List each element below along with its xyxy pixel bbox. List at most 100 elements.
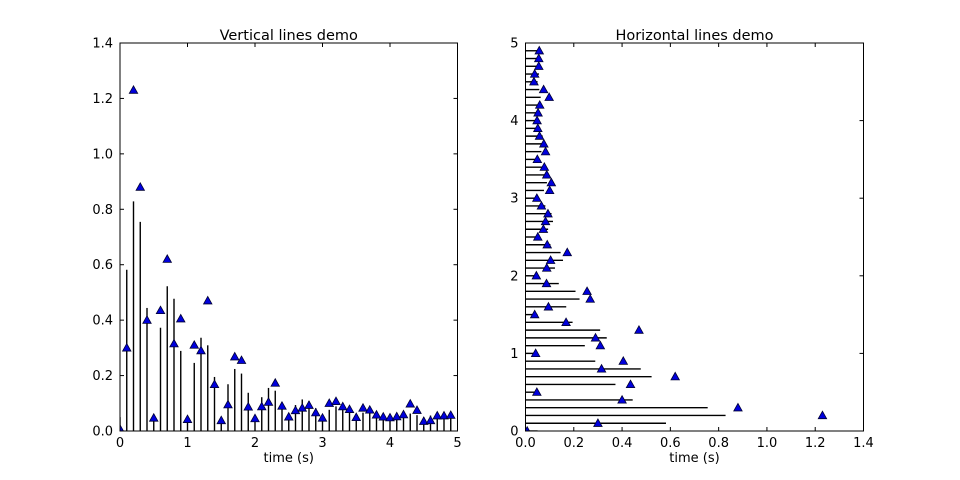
data-marker bbox=[439, 410, 449, 420]
x-tick-label: 1.2 bbox=[805, 436, 826, 451]
data-marker bbox=[534, 99, 545, 109]
x-tick-label: 1.4 bbox=[853, 436, 874, 451]
data-marker bbox=[209, 379, 220, 389]
data-marker bbox=[541, 262, 552, 272]
plot-area bbox=[119, 84, 456, 432]
x-tick-label: 0 bbox=[116, 436, 124, 451]
data-marker bbox=[593, 418, 603, 427]
data-marker bbox=[250, 413, 260, 423]
data-marker bbox=[175, 313, 186, 323]
data-marker bbox=[538, 138, 549, 148]
data-marker bbox=[351, 412, 362, 422]
plot-area bbox=[525, 45, 828, 432]
data-marker bbox=[398, 409, 409, 419]
data-marker bbox=[545, 255, 556, 264]
y-tick-label: 1.2 bbox=[92, 92, 113, 107]
data-marker bbox=[530, 348, 541, 358]
data-marker bbox=[229, 351, 240, 361]
data-marker bbox=[270, 377, 281, 387]
y-tick-label: 1.4 bbox=[92, 37, 113, 52]
data-marker bbox=[585, 293, 596, 303]
data-marker bbox=[189, 339, 200, 349]
y-tick-label: 3 bbox=[510, 192, 518, 207]
data-marker bbox=[561, 317, 571, 326]
data-marker bbox=[142, 315, 152, 324]
data-marker bbox=[236, 355, 247, 364]
left-plot: 0 1 2 3 4 5 0.0 0.2 0.4 0.6 0.8 1.0 1.2 1.4 bbox=[92, 37, 461, 452]
data-marker bbox=[670, 371, 681, 381]
data-marker bbox=[119, 423, 125, 432]
data-marker bbox=[290, 405, 301, 415]
data-marker bbox=[544, 92, 555, 101]
data-marker bbox=[344, 404, 355, 413]
data-marker bbox=[196, 345, 206, 355]
x-tick-label: 1.0 bbox=[757, 436, 778, 451]
y-tick-label: 2 bbox=[510, 269, 518, 284]
data-marker bbox=[542, 239, 553, 249]
x-tick-label: 1 bbox=[183, 436, 191, 451]
x-tick-label: 0.0 bbox=[515, 436, 536, 451]
y-tick-label: 4 bbox=[510, 114, 518, 129]
data-marker bbox=[358, 402, 368, 412]
data-marker bbox=[533, 53, 544, 63]
x-tick-label: 3 bbox=[318, 436, 326, 451]
data-marker bbox=[263, 397, 274, 406]
right-plot-title: Horizontal lines demo bbox=[615, 28, 773, 44]
data-marker bbox=[155, 305, 166, 315]
data-marker bbox=[378, 411, 389, 421]
data-marker bbox=[540, 216, 551, 226]
data-marker bbox=[364, 404, 375, 414]
x-tick-label: 0.6 bbox=[660, 436, 681, 451]
data-marker bbox=[531, 193, 542, 202]
x-tick-label: 0.8 bbox=[708, 436, 729, 451]
data-marker bbox=[532, 115, 542, 125]
data-marker bbox=[817, 410, 828, 420]
x-tick-label: 0.2 bbox=[563, 436, 584, 451]
data-marker bbox=[539, 162, 550, 171]
y-tick-label: 0.4 bbox=[92, 314, 113, 329]
data-marker bbox=[405, 398, 416, 408]
y-tick-label: 1 bbox=[510, 347, 518, 362]
data-marker bbox=[385, 412, 395, 422]
data-marker bbox=[533, 61, 544, 70]
data-marker bbox=[243, 401, 254, 411]
data-marker bbox=[216, 415, 227, 425]
data-marker bbox=[534, 131, 545, 140]
left-plot-title: Vertical lines demo bbox=[220, 28, 358, 44]
y-tick-label: 0.8 bbox=[92, 203, 113, 218]
data-marker bbox=[541, 169, 552, 179]
data-marker bbox=[324, 398, 335, 407]
data-marker bbox=[418, 416, 429, 425]
data-marker bbox=[595, 340, 606, 350]
y-tick-label: 0 bbox=[510, 425, 518, 440]
data-marker bbox=[617, 394, 627, 404]
data-marker bbox=[544, 185, 555, 195]
data-marker bbox=[304, 400, 314, 409]
data-marker bbox=[277, 400, 287, 410]
right-plot-xlabel: time (s) bbox=[669, 451, 719, 466]
data-marker bbox=[534, 45, 545, 55]
right-plot: 0.0 0.2 0.4 0.6 0.8 1.0 1.2 1.4 0 1 2 3 4 5 bbox=[510, 37, 874, 452]
left-plot-xlabel: time (s) bbox=[264, 451, 314, 466]
data-marker bbox=[582, 286, 592, 295]
data-marker bbox=[543, 301, 554, 311]
data-marker bbox=[128, 84, 139, 94]
data-marker bbox=[412, 405, 422, 414]
data-marker bbox=[310, 407, 321, 417]
data-marker bbox=[541, 278, 552, 288]
data-marker bbox=[532, 123, 543, 132]
data-marker bbox=[596, 363, 607, 373]
data-marker bbox=[590, 332, 601, 342]
data-marker bbox=[546, 177, 557, 187]
y-tick-label: 5 bbox=[510, 37, 518, 52]
data-marker bbox=[634, 325, 644, 334]
data-marker bbox=[317, 412, 328, 422]
data-marker bbox=[425, 415, 436, 425]
data-marker bbox=[337, 401, 348, 411]
data-marker bbox=[543, 208, 553, 218]
data-marker bbox=[283, 411, 294, 421]
data-marker bbox=[169, 338, 179, 348]
data-marker bbox=[531, 270, 542, 280]
data-marker bbox=[532, 231, 543, 241]
data-marker bbox=[391, 411, 402, 421]
